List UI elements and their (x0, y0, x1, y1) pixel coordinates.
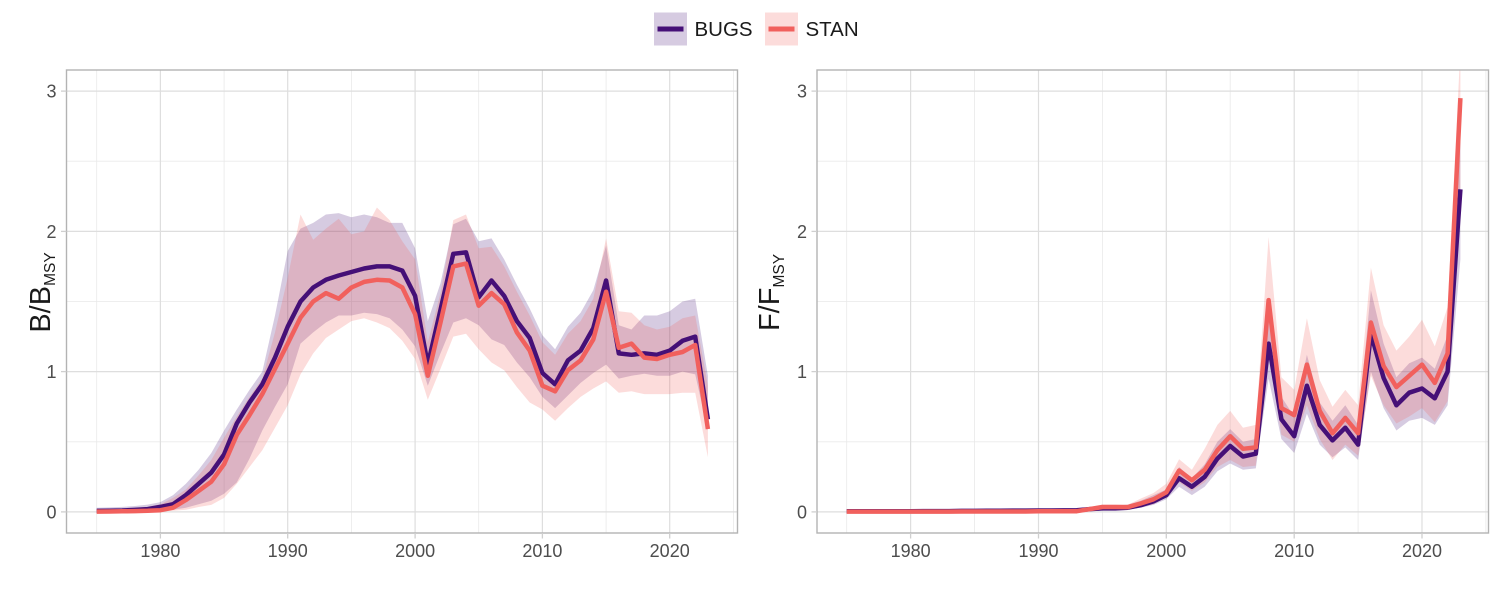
svg-text:1980: 1980 (140, 541, 180, 561)
svg-text:1990: 1990 (268, 541, 308, 561)
svg-text:2020: 2020 (650, 541, 690, 561)
svg-text:2: 2 (46, 222, 56, 242)
svg-text:F/FMSY: F/FMSY (754, 254, 788, 331)
svg-text:1: 1 (46, 362, 56, 382)
svg-text:2010: 2010 (1274, 541, 1314, 561)
svg-text:0: 0 (46, 502, 56, 522)
svg-text:STAN: STAN (806, 18, 859, 41)
svg-text:2000: 2000 (395, 541, 435, 561)
svg-text:3: 3 (46, 82, 56, 102)
svg-text:0: 0 (797, 502, 807, 522)
svg-text:1990: 1990 (1018, 541, 1058, 561)
svg-text:1980: 1980 (891, 541, 931, 561)
svg-text:BUGS: BUGS (695, 18, 753, 41)
svg-text:1: 1 (797, 362, 807, 382)
svg-text:2000: 2000 (1146, 541, 1186, 561)
svg-text:3: 3 (797, 82, 807, 102)
svg-text:2: 2 (797, 222, 807, 242)
svg-text:2010: 2010 (522, 541, 562, 561)
svg-text:2020: 2020 (1402, 541, 1442, 561)
